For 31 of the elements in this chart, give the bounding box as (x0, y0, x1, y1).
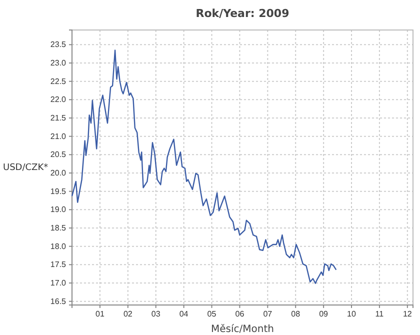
y-tick-label: 23.0 (50, 58, 67, 68)
chart-title: Rok/Year: 2009 (196, 7, 290, 20)
y-tick-label: 22.5 (50, 76, 67, 86)
y-tick-label: 16.5 (50, 296, 67, 306)
y-tick-label: 19.0 (50, 205, 67, 214)
y-tick-label: 18.0 (50, 242, 67, 251)
x-axis-title: Měsíc/Month (211, 324, 274, 335)
x-tick-label: 09 (319, 310, 329, 319)
x-tick-label: 06 (235, 310, 245, 319)
y-tick-label: 17.0 (50, 278, 67, 288)
x-tick-label: 10 (347, 310, 357, 319)
y-axis-title: USD/CZK* (3, 163, 49, 173)
y-tick-label: 21.5 (50, 114, 67, 123)
y-tick-label: 19.5 (50, 186, 67, 196)
y-tick-label: 17.5 (50, 260, 67, 270)
x-tick-label: 11 (375, 310, 384, 319)
line-series (71, 50, 337, 284)
x-tick-label: 08 (291, 310, 301, 319)
y-tick-label: 22.0 (50, 95, 67, 104)
y-tick-label: 20.0 (50, 168, 67, 178)
x-tick-label: 01 (96, 310, 105, 319)
x-tick-label: 12 (402, 310, 412, 319)
y-tick-label: 21.0 (50, 132, 67, 141)
x-tick-label: 04 (179, 310, 189, 319)
y-tick-label: 23.5 (50, 40, 67, 50)
x-tick-label: 05 (207, 310, 217, 319)
x-tick-label: 03 (151, 310, 161, 319)
y-tick-label: 20.5 (50, 150, 67, 160)
x-tick-label: 07 (263, 310, 273, 319)
y-tick-label: 18.5 (50, 224, 67, 233)
x-tick-label: 02 (123, 310, 133, 319)
